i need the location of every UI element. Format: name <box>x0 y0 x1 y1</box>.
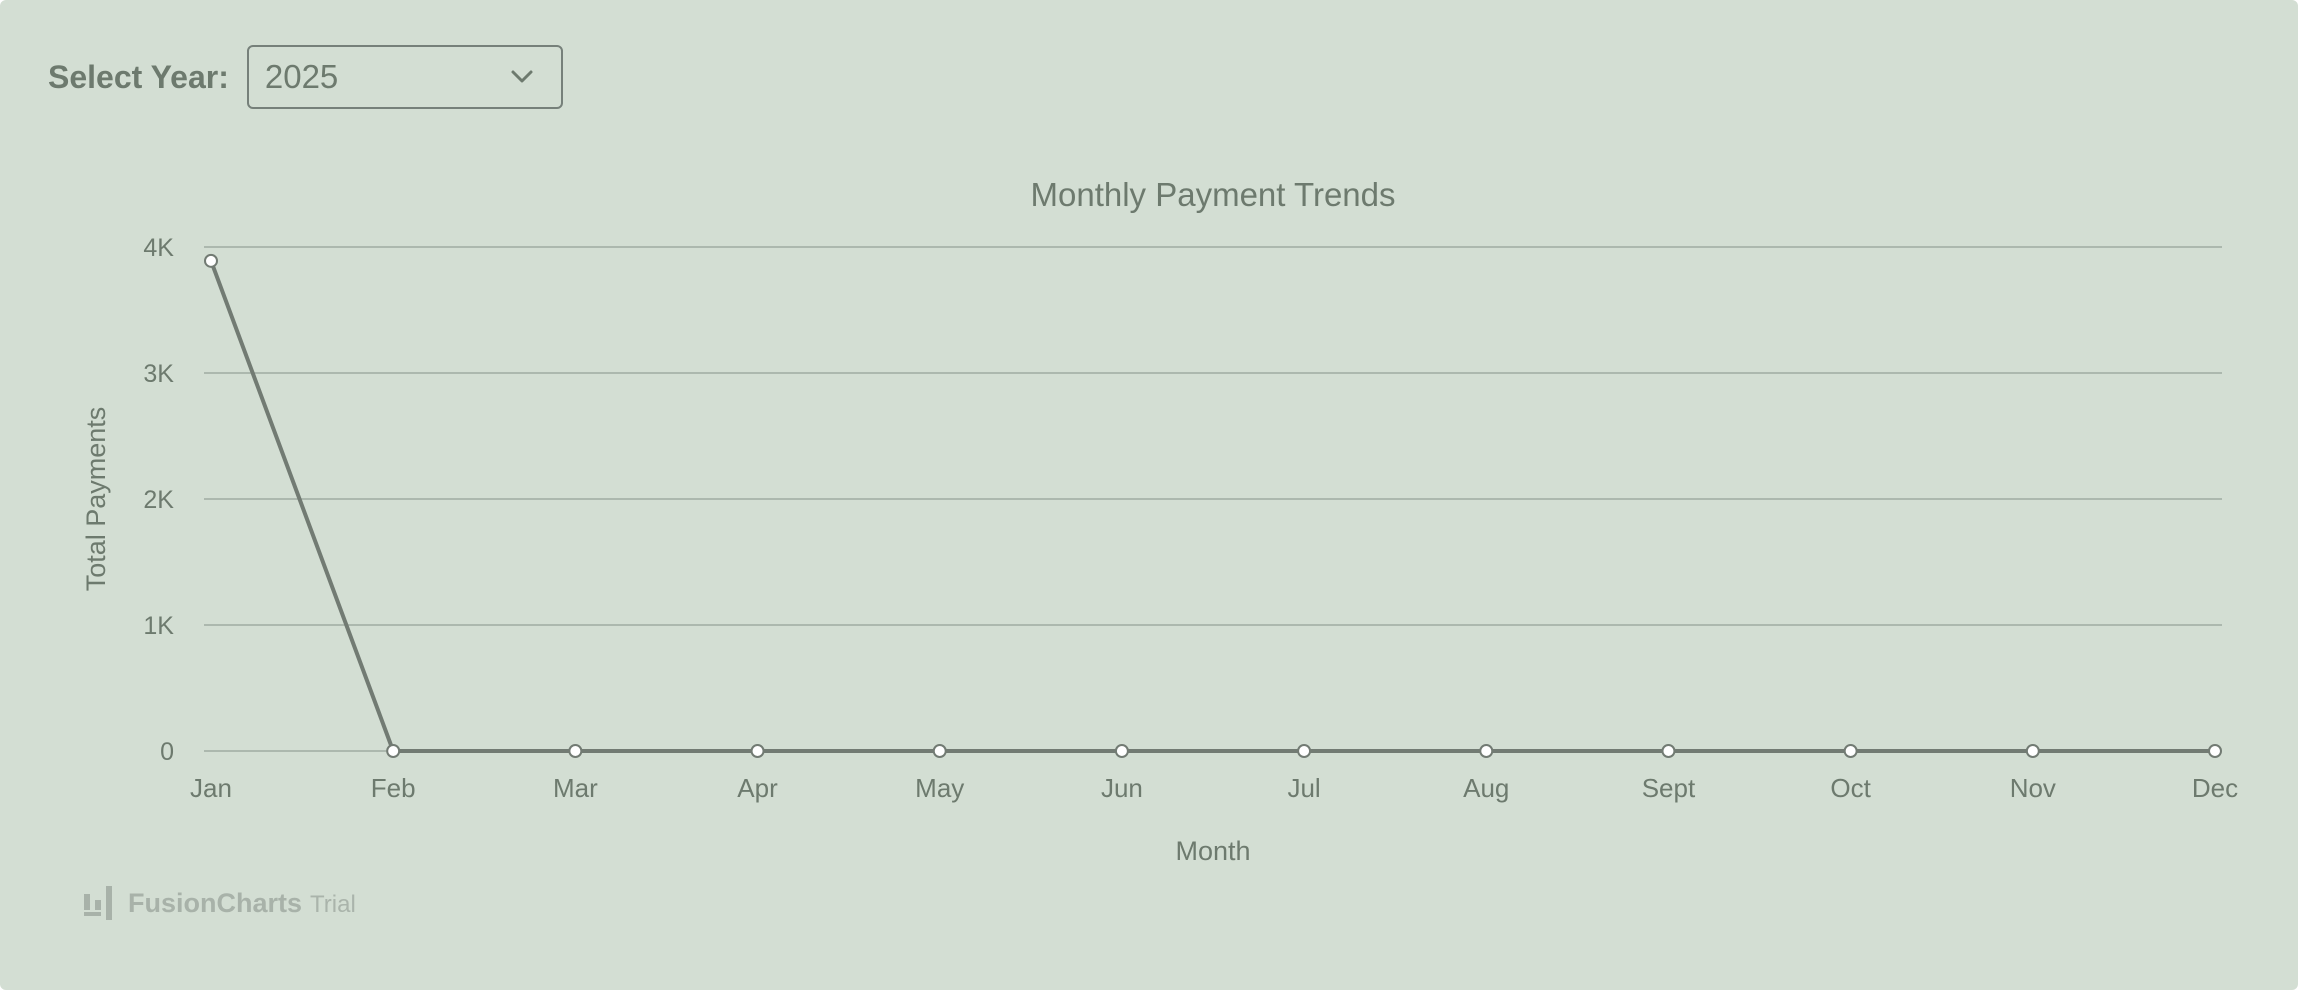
data-point-oct[interactable] <box>1843 744 1858 758</box>
year-filter: Select Year: 2025 <box>48 44 563 110</box>
series-line <box>209 258 2217 753</box>
x-tick-label: Aug <box>1463 773 1509 803</box>
data-point-dec[interactable] <box>2208 744 2222 758</box>
x-tick-label: Nov <box>2010 773 2056 803</box>
x-axis-label: Month <box>1175 836 1250 866</box>
fusioncharts-logo-icon <box>84 886 112 920</box>
series <box>209 258 2217 753</box>
x-axis-ticks: Jan Feb Mar Apr May Jun Jul Aug Sept Oct Nov Dec <box>190 773 2238 803</box>
x-tick-label: Oct <box>1830 773 1871 803</box>
chevron-down-icon <box>511 70 533 83</box>
data-point-nov[interactable] <box>2025 744 2040 758</box>
x-tick-label: Mar <box>553 773 598 803</box>
data-points <box>204 253 2222 758</box>
y-tick-label: 3K <box>143 360 174 388</box>
data-point-jan[interactable] <box>204 253 218 268</box>
data-point-jun[interactable] <box>1114 744 1129 758</box>
fusioncharts-watermark: FusionCharts Trial <box>84 886 356 920</box>
x-tick-label: Jul <box>1287 773 1320 803</box>
year-dropdown[interactable]: 2025 <box>246 45 563 109</box>
watermark-brand-name: FusionCharts <box>128 887 303 918</box>
gridlines <box>204 246 2222 752</box>
data-point-feb[interactable] <box>386 744 401 758</box>
data-point-jul[interactable] <box>1297 744 1312 758</box>
x-tick-label: Feb <box>371 773 416 803</box>
data-point-apr[interactable] <box>750 744 765 758</box>
x-tick-label: Dec <box>2192 773 2238 803</box>
data-point-may[interactable] <box>932 744 947 758</box>
data-point-mar[interactable] <box>568 744 583 758</box>
y-axis-label: Total Payments <box>81 407 111 592</box>
y-tick-label: 0 <box>160 738 174 766</box>
x-tick-label: Sept <box>1642 773 1696 803</box>
x-tick-label: Apr <box>737 773 778 803</box>
year-select-label: Select Year: <box>48 58 229 95</box>
year-dropdown-value: 2025 <box>264 58 339 95</box>
data-point-sept[interactable] <box>1661 744 1676 758</box>
data-point-aug[interactable] <box>1479 744 1494 758</box>
y-tick-label: 2K <box>143 486 174 514</box>
x-tick-label: Jan <box>190 773 232 803</box>
x-tick-label: Jun <box>1101 773 1143 803</box>
y-tick-label: 1K <box>143 612 174 640</box>
y-axis-ticks: 0 1K 2K 3K 4K <box>143 234 174 766</box>
watermark-trial-label: Trial <box>310 891 356 918</box>
x-tick-label: May <box>915 773 964 803</box>
chart-title: Monthly Payment Trends <box>1031 176 1396 213</box>
y-tick-label: 4K <box>143 234 174 262</box>
